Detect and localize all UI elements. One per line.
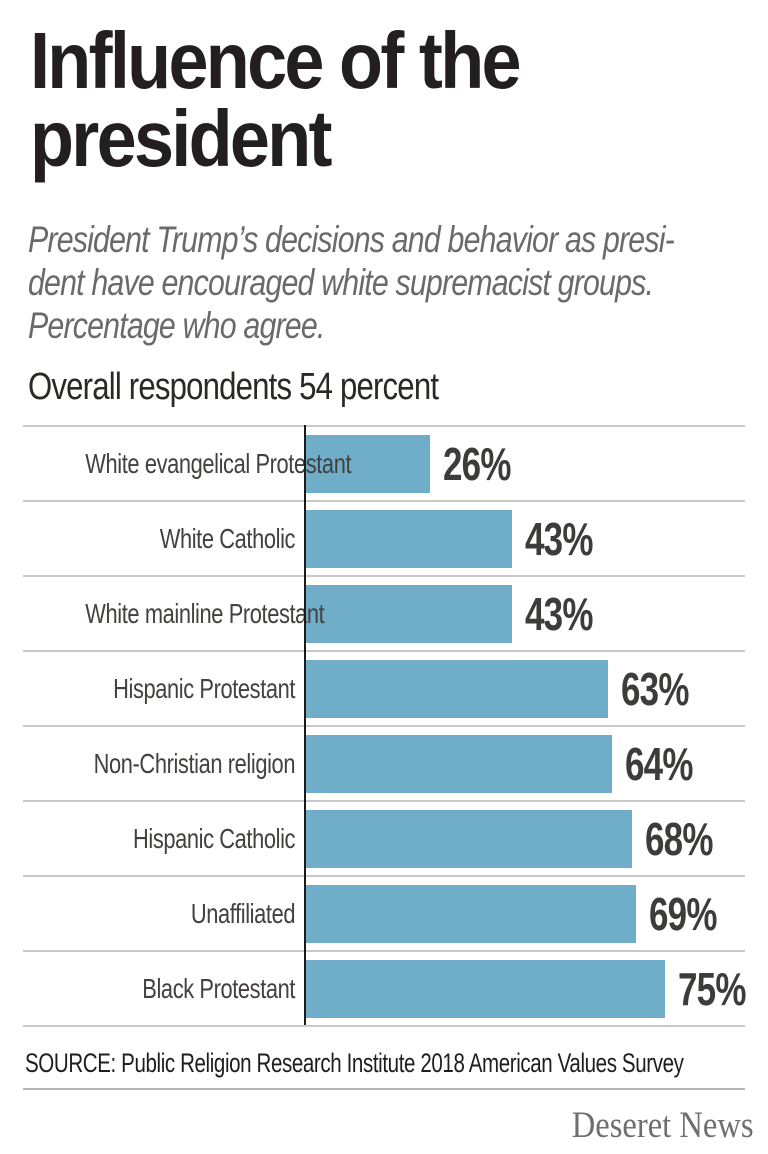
chart-row: Hispanic Protestant 63%	[23, 650, 745, 725]
title-line-1: Influence of the	[30, 16, 522, 105]
source-credit: SOURCE: Public Religion Research Institu…	[25, 1048, 684, 1078]
chart-row: White evangelical Protestant 26%	[23, 425, 745, 500]
bar	[306, 809, 632, 868]
bar	[306, 959, 665, 1018]
chart-row: Non-Christian religion 64%	[23, 725, 745, 800]
value-label: 26%	[443, 437, 511, 490]
page-title: Influence of the president	[30, 16, 738, 183]
value-label: 75%	[678, 962, 746, 1015]
category-label: White Catholic	[159, 522, 296, 554]
publisher-logo-block: Deseret News	[0, 1104, 753, 1147]
deseret-news-logo: Deseret News	[571, 1105, 753, 1146]
value-label: 63%	[621, 662, 689, 715]
category-label: Hispanic Protestant	[113, 672, 296, 704]
category-label: Hispanic Catholic	[132, 822, 296, 854]
subtitle-line-1: President Trump’s decisions and behavior…	[28, 219, 675, 260]
chart-row: Unaffiliated 69%	[23, 875, 745, 950]
subtitle-line-2: dent have encouraged white supremacist g…	[28, 262, 654, 303]
category-label: Unaffiliated	[190, 897, 296, 929]
chart-axis-line	[304, 425, 306, 1025]
category-label: White evangelical Protestant	[85, 447, 352, 479]
value-label: 43%	[525, 587, 593, 640]
value-label: 68%	[645, 812, 713, 865]
bar	[306, 509, 512, 568]
chart-row: White Catholic 43%	[23, 500, 745, 575]
bar	[306, 584, 512, 643]
bar	[306, 434, 430, 493]
category-label: Black Protestant	[142, 972, 296, 1004]
title-line-2: president	[30, 94, 332, 183]
bar	[306, 659, 608, 718]
chart-row: White mainline Protestant 43%	[23, 575, 745, 650]
category-label: White mainline Protestant	[85, 597, 325, 629]
footer-divider	[23, 1088, 745, 1090]
value-label: 69%	[649, 887, 717, 940]
bar-chart: White evangelical Protestant 26% White C…	[23, 425, 746, 1027]
value-label: 64%	[625, 737, 693, 790]
overall-respondents-note: Overall respondents 54 percent	[28, 366, 439, 408]
category-label: Non-Christian religion	[93, 747, 296, 779]
chart-row: Hispanic Catholic 68%	[23, 800, 745, 875]
chart-subtitle: President Trump’s decisions and behavior…	[28, 218, 738, 347]
value-label: 43%	[525, 512, 593, 565]
subtitle-line-3: Percentage who agree.	[28, 305, 325, 346]
chart-row: Black Protestant 75%	[23, 950, 746, 1025]
bar	[306, 884, 636, 943]
bar	[306, 734, 612, 793]
